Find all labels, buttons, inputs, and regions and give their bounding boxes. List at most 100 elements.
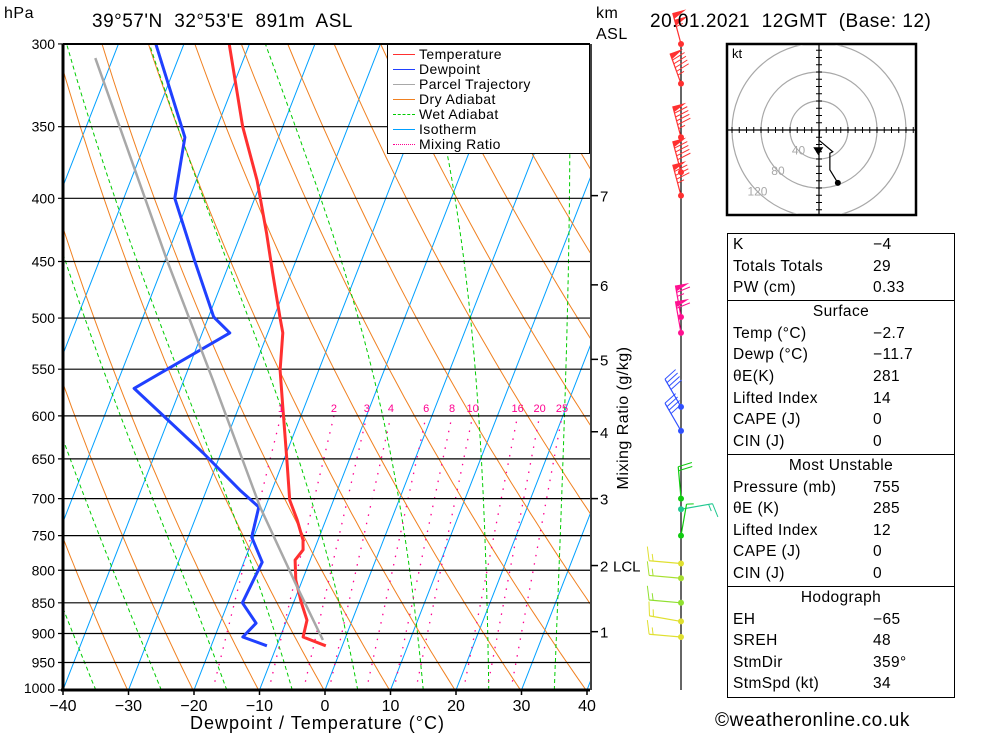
- stats-row: EH −65: [728, 609, 954, 631]
- stats-label: CAPE (J): [733, 543, 801, 561]
- stats-row: Lifted Index 12: [728, 520, 954, 542]
- wind-level-dot: [678, 329, 684, 336]
- stats-row: StmSpd (kt) 34: [728, 673, 954, 695]
- legend-label: Isotherm: [419, 121, 477, 137]
- stats-label: Pressure (mb): [733, 478, 837, 496]
- wind-barb: [646, 546, 684, 567]
- legend: Temperature Dewpoint Parcel Trajectory Dry …: [387, 44, 590, 154]
- barb-shaft: [669, 53, 682, 84]
- barb-shaft: [649, 560, 682, 565]
- wind-level-dot: [678, 427, 684, 434]
- stats-value: 29: [873, 257, 892, 275]
- wet-adiabat-line: [66, 44, 293, 690]
- barb-full: [673, 55, 687, 65]
- y-tick-label: 700: [32, 491, 56, 507]
- barb-full: [668, 376, 680, 387]
- stats-section-title: Most Unstable: [728, 455, 954, 477]
- stats-row: SREH 48: [728, 630, 954, 652]
- hodograph-unit-label: kt: [732, 46, 743, 61]
- legend-item: Dewpoint: [388, 62, 589, 77]
- legend-item: Dry Adiabat: [388, 92, 589, 107]
- mixing-ratio-line: [510, 415, 563, 690]
- wind-level-dot: [678, 40, 684, 47]
- barb-shaft: [649, 615, 682, 622]
- barb-full: [675, 168, 689, 176]
- barb-full: [676, 286, 691, 293]
- wind-barb: [672, 161, 690, 199]
- mixing-ratio-line: [328, 415, 392, 690]
- isotherm-line: [521, 512, 590, 690]
- stats-row: PW (cm) 0.33: [728, 277, 954, 299]
- stats-label: Lifted Index: [733, 521, 818, 539]
- stats-label: θE(K): [733, 368, 775, 386]
- legend-label: Parcel Trajectory: [419, 76, 531, 92]
- isotherm-line: [128, 44, 381, 690]
- mixing-ratio-label: 6: [423, 403, 429, 415]
- stats-value: 0: [873, 543, 883, 561]
- barb-shaft: [674, 301, 682, 333]
- y-tick-label: 450: [32, 254, 56, 270]
- wind-barb: [674, 298, 691, 336]
- legend-item: Mixing Ratio: [388, 137, 589, 152]
- legend-swatch: [393, 84, 415, 85]
- hodograph: 40 80 120 kt: [725, 42, 918, 217]
- parcel-trajectory-line: [94, 57, 325, 641]
- stats-row: Dewp (°C) −11.7: [728, 344, 954, 366]
- legend-label: Temperature: [419, 46, 502, 62]
- barb-flag: [672, 161, 687, 171]
- km-tick-label: 6: [600, 278, 608, 295]
- copyright-link[interactable]: ©weatheronline.co.uk: [715, 710, 910, 731]
- stats-value: 0.33: [873, 279, 905, 297]
- stats-value: −4: [873, 236, 892, 253]
- stats-row: K −4: [728, 234, 954, 256]
- stats-row: CAPE (J) 0: [728, 541, 954, 563]
- barb-flag: [672, 137, 687, 148]
- datetime-title: 20.01.2021 12GMT (Base: 12): [650, 11, 932, 32]
- mixing-ratio-line: [212, 415, 282, 690]
- pressure-unit-label: hPa: [4, 5, 34, 22]
- dewpoint-line: [132, 44, 268, 648]
- location-title: 39°57'N 32°53'E 891m ASL: [92, 11, 353, 32]
- legend-swatch: [393, 99, 415, 100]
- hodograph-ring-label: 40: [792, 144, 806, 158]
- barb-half: [651, 627, 654, 635]
- barb-shaft: [649, 633, 682, 638]
- barb-full: [668, 400, 680, 411]
- barb-shaft: [649, 574, 682, 579]
- hodograph-ring-label: 80: [771, 164, 785, 178]
- temperature-line: [227, 44, 327, 648]
- legend-swatch: [393, 129, 415, 130]
- stats-label: StmSpd (kt): [733, 675, 820, 693]
- barb-half: [651, 553, 654, 562]
- wind-level-dot: [678, 506, 684, 513]
- wind-level-dot: [678, 192, 684, 199]
- stats-value: 285: [873, 500, 901, 518]
- barb-full: [648, 601, 650, 616]
- wind-barb: [646, 561, 684, 582]
- wet-adiabat-line: [148, 44, 359, 690]
- section-title: Surface: [812, 303, 870, 321]
- wind-level-dot: [678, 618, 684, 625]
- y-tick-label: 300: [32, 36, 56, 52]
- wind-level-dot: [678, 634, 684, 641]
- stats-value: 281: [873, 368, 901, 386]
- barb-full: [646, 546, 650, 561]
- legend-label: Wet Adiabat: [419, 106, 499, 122]
- stats-label: CIN (J): [733, 564, 785, 582]
- y-tick-label: 1000: [24, 680, 55, 696]
- asl-label: ASL: [596, 26, 628, 43]
- dry-adiabat-line: [473, 44, 590, 254]
- km-tick-label: 7: [600, 189, 608, 206]
- x-tick-label: 20: [447, 698, 465, 715]
- barb-shaft: [677, 466, 682, 499]
- barb-full: [674, 164, 688, 172]
- y-tick-label: 350: [32, 119, 56, 135]
- x-tick-label: −20: [180, 698, 207, 715]
- mixing-ratio-axis-label: Mixing Ratio (g/kg): [615, 346, 632, 490]
- stats-row: CIN (J) 0: [728, 563, 954, 585]
- y-tick-label: 500: [32, 310, 56, 326]
- barb-flag: [674, 16, 689, 26]
- stats-section-title: Hodograph: [728, 587, 954, 609]
- wind-level-dot: [678, 313, 684, 320]
